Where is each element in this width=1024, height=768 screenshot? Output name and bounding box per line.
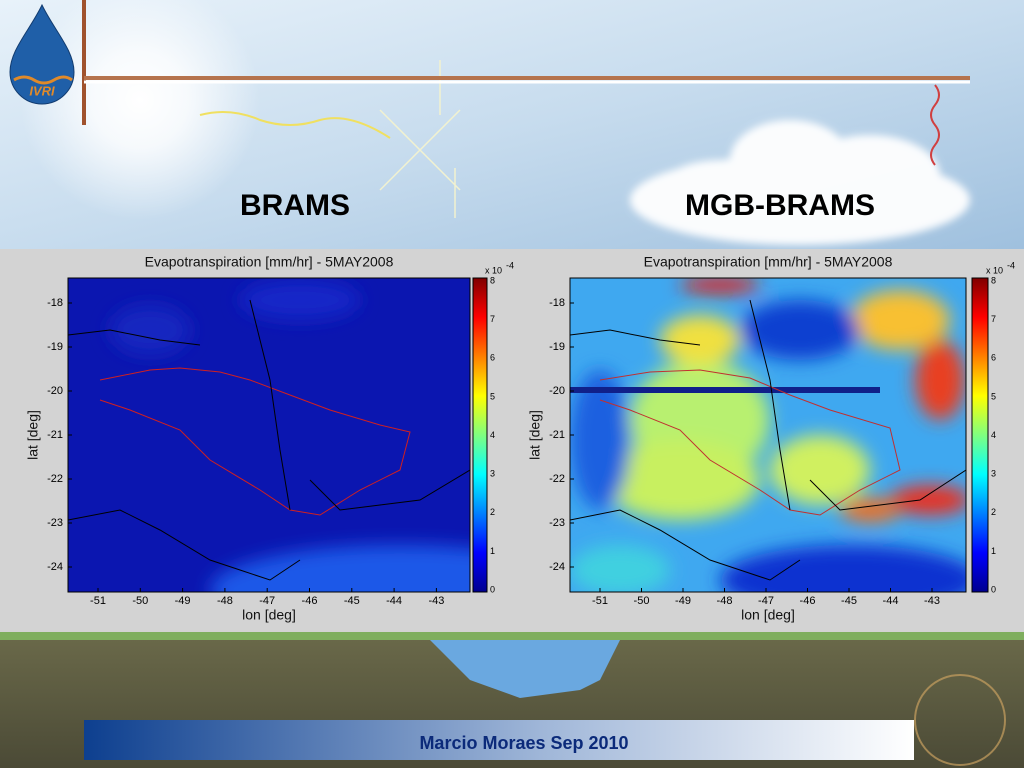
colorbar-tick-label: 8: [490, 275, 495, 285]
y-tick-label: -18: [549, 297, 565, 309]
lake: [430, 640, 620, 698]
y-tick-label: -22: [47, 473, 63, 485]
x-tick-label: -44: [883, 595, 899, 607]
y-tick-label: -19: [47, 341, 63, 353]
x-tick-label: -49: [175, 595, 191, 607]
x-tick-label: -46: [302, 595, 318, 607]
x-tick-label: -47: [758, 595, 774, 607]
colorbar-tick-label: 2: [490, 507, 495, 517]
left-heading: BRAMS: [240, 189, 350, 222]
right-heading: MGB-BRAMS: [685, 189, 875, 222]
colorbar-tick-label: 4: [490, 430, 495, 440]
x-tick-label: -50: [634, 595, 650, 607]
colorbar-tick-label: 7: [490, 314, 495, 324]
x-tick-label: -51: [592, 595, 608, 607]
colorbar-tick-label: 8: [991, 275, 996, 285]
colorbar: [971, 277, 989, 593]
colorbar-tick-label: 1: [991, 546, 996, 556]
grass: [0, 632, 1024, 640]
x-tick-label: -50: [132, 595, 148, 607]
colorbar-exponent: -4: [506, 260, 514, 270]
y-axis-label: lat [deg]: [25, 410, 41, 460]
logo-text: IVRI: [29, 83, 55, 98]
colorbar-exponent: -4: [1007, 260, 1015, 270]
colorbar-tick-label: 4: [991, 430, 996, 440]
colorbar-tick-label: 6: [991, 353, 996, 363]
y-tick-label: -24: [549, 561, 565, 573]
y-tick-label: -22: [549, 473, 565, 485]
colorbar-scale: x 10: [485, 265, 502, 275]
footer-bar: [84, 720, 914, 760]
x-axis-label: lon [deg]: [242, 607, 296, 623]
y-tick-label: -21: [549, 429, 565, 441]
y-axis-label: lat [deg]: [527, 410, 543, 460]
logo-wave: [13, 75, 73, 85]
colorbar-tick-label: 6: [490, 353, 495, 363]
colorbar-tick-label: 5: [490, 391, 495, 401]
x-axis-label: lon [deg]: [741, 607, 795, 623]
ray: [199, 110, 391, 139]
seal: [914, 674, 1006, 766]
x-tick-label: -43: [428, 595, 444, 607]
x-tick-label: -51: [90, 595, 106, 607]
colorbar-tick-label: 3: [991, 469, 996, 479]
cloud: [630, 120, 970, 245]
colorbar-tick-label: 0: [991, 584, 996, 594]
colorbar: [472, 277, 488, 593]
x-tick-label: -44: [386, 595, 402, 607]
x-tick-label: -45: [344, 595, 360, 607]
footer-text: Marcio Moraes Sep 2010: [419, 733, 628, 753]
colorbar-tick-label: 0: [490, 584, 495, 594]
colorbar-scale: x 10: [986, 265, 1003, 275]
colorbar-tick-label: 7: [991, 314, 996, 324]
panel-title: Evapotranspiration [mm/hr] - 5MAY2008: [644, 254, 893, 270]
colorbar-tick-label: 3: [490, 469, 495, 479]
x-tick-label: -45: [841, 595, 857, 607]
map-right: [570, 278, 966, 592]
x-tick-label: -48: [717, 595, 733, 607]
sun: [20, 0, 260, 220]
molecules: [379, 60, 461, 218]
y-tick-label: -20: [47, 385, 63, 397]
x-tick-label: -48: [217, 595, 233, 607]
y-tick-label: -23: [549, 517, 565, 529]
y-tick-label: -20: [549, 385, 565, 397]
y-tick-label: -21: [47, 429, 63, 441]
map-left: [68, 278, 470, 592]
y-tick-label: -19: [549, 341, 565, 353]
colorbar-tick-label: 2: [991, 507, 996, 517]
x-tick-label: -49: [675, 595, 691, 607]
colorbar-tick-label: 5: [991, 391, 996, 401]
arrow: [930, 84, 940, 166]
x-tick-label: -46: [800, 595, 816, 607]
x-tick-label: -47: [259, 595, 275, 607]
x-tick-label: -43: [924, 595, 940, 607]
colorbar-tick-label: 1: [490, 546, 495, 556]
y-tick-label: -24: [47, 561, 63, 573]
y-tick-label: -23: [47, 517, 63, 529]
panel-title: Evapotranspiration [mm/hr] - 5MAY2008: [145, 254, 394, 270]
y-tick-label: -18: [47, 297, 63, 309]
